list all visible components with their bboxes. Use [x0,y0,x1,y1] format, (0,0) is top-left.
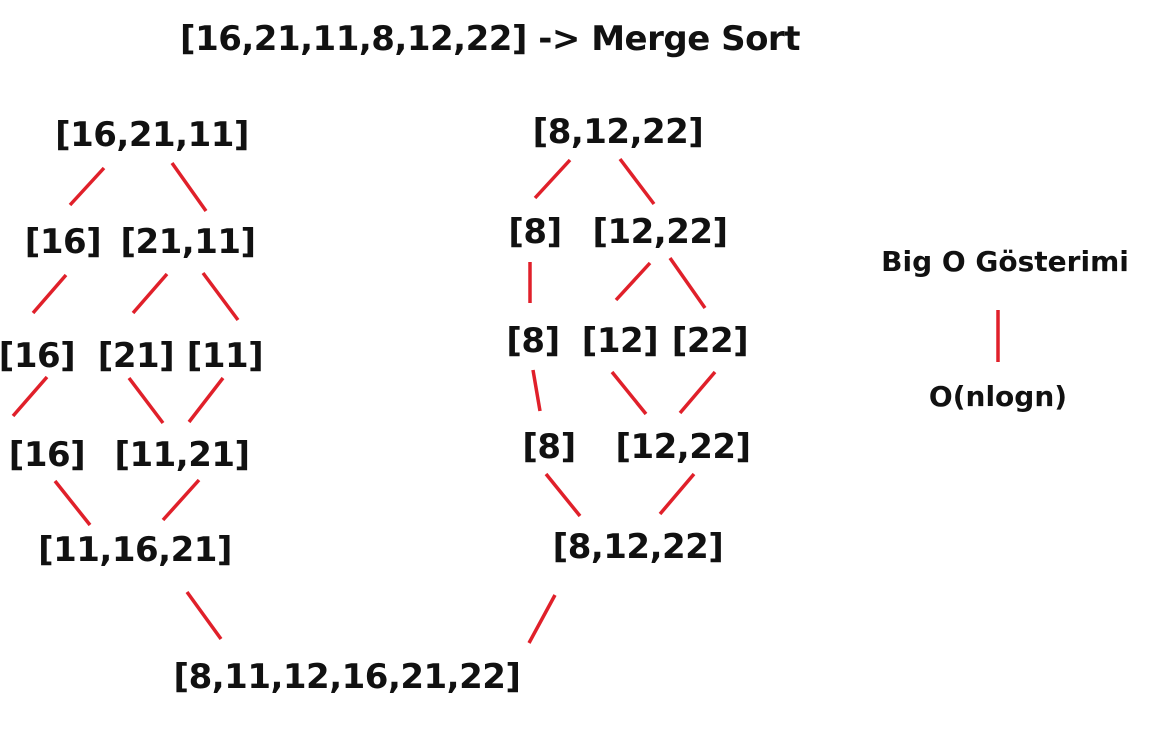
edge-leaf-8-to-merge-8 [531,369,542,412]
edge-right-root-to-8 [533,158,572,200]
edge-leaf-11-to-merge-11-21 [187,376,225,424]
node-right-merge-12-22: [12,22] [615,427,751,467]
edge-right-sorted-to-final [527,594,557,644]
node-left-leaf-11: [11] [186,336,264,376]
diagram-title: [16,21,11,8,12,22] -> Merge Sort [180,19,800,59]
node-left-leaf-16: [16] [0,336,76,376]
edge-leaf-16-to-merge-16 [11,375,49,418]
edge-merge-8-to-sorted [544,472,582,518]
node-left-merge-16: [16] [8,435,86,475]
edge-21-11-to-leaf-11 [201,271,240,322]
edge-merge-16-to-sorted [53,479,92,527]
node-left-split-21-11: [21,11] [120,222,256,262]
edge-merge-11-21-to-sorted [161,478,201,522]
edge-left-root-to-16 [68,166,106,207]
edge-16-to-leaf-16 [31,273,68,315]
edge-leaf-12-to-merge-12-22 [610,370,648,416]
node-right-split-8: [8] [508,212,562,252]
node-right-sorted: [8,12,22] [552,527,724,567]
edge-21-11-to-leaf-21 [131,272,169,315]
node-right-leaf-8: [8] [506,321,560,361]
node-left-leaf-21: [21] [97,336,175,376]
node-left-split-16: [16] [24,222,102,262]
node-right-merge-8: [8] [522,427,576,467]
edge-12-22-to-leaf-22 [668,256,707,310]
node-right-leaf-22: [22] [671,321,749,361]
node-left-root: [16,21,11] [55,115,249,155]
edge-merge-12-22-to-sorted [658,472,696,516]
edge-12-22-to-leaf-12 [614,261,652,302]
edge-left-root-to-21-11 [170,161,208,213]
edge-left-sorted-to-final [185,590,223,641]
node-right-root: [8,12,22] [532,112,704,152]
big-o-heading: Big O Gösterimi [881,245,1129,278]
node-left-merge-11-21: [11,21] [114,435,250,475]
node-right-split-12-22: [12,22] [592,212,728,252]
edge-leaf-22-to-merge-12-22 [678,370,717,415]
node-final-sorted: [8,11,12,16,21,22] [173,657,521,697]
big-o-value: O(nlogn) [928,380,1068,413]
node-left-sorted: [11,16,21] [38,530,232,570]
edge-right-root-to-12-22 [618,157,656,206]
node-right-leaf-12: [12] [581,321,659,361]
edge-leaf-21-to-merge-11-21 [127,376,165,425]
